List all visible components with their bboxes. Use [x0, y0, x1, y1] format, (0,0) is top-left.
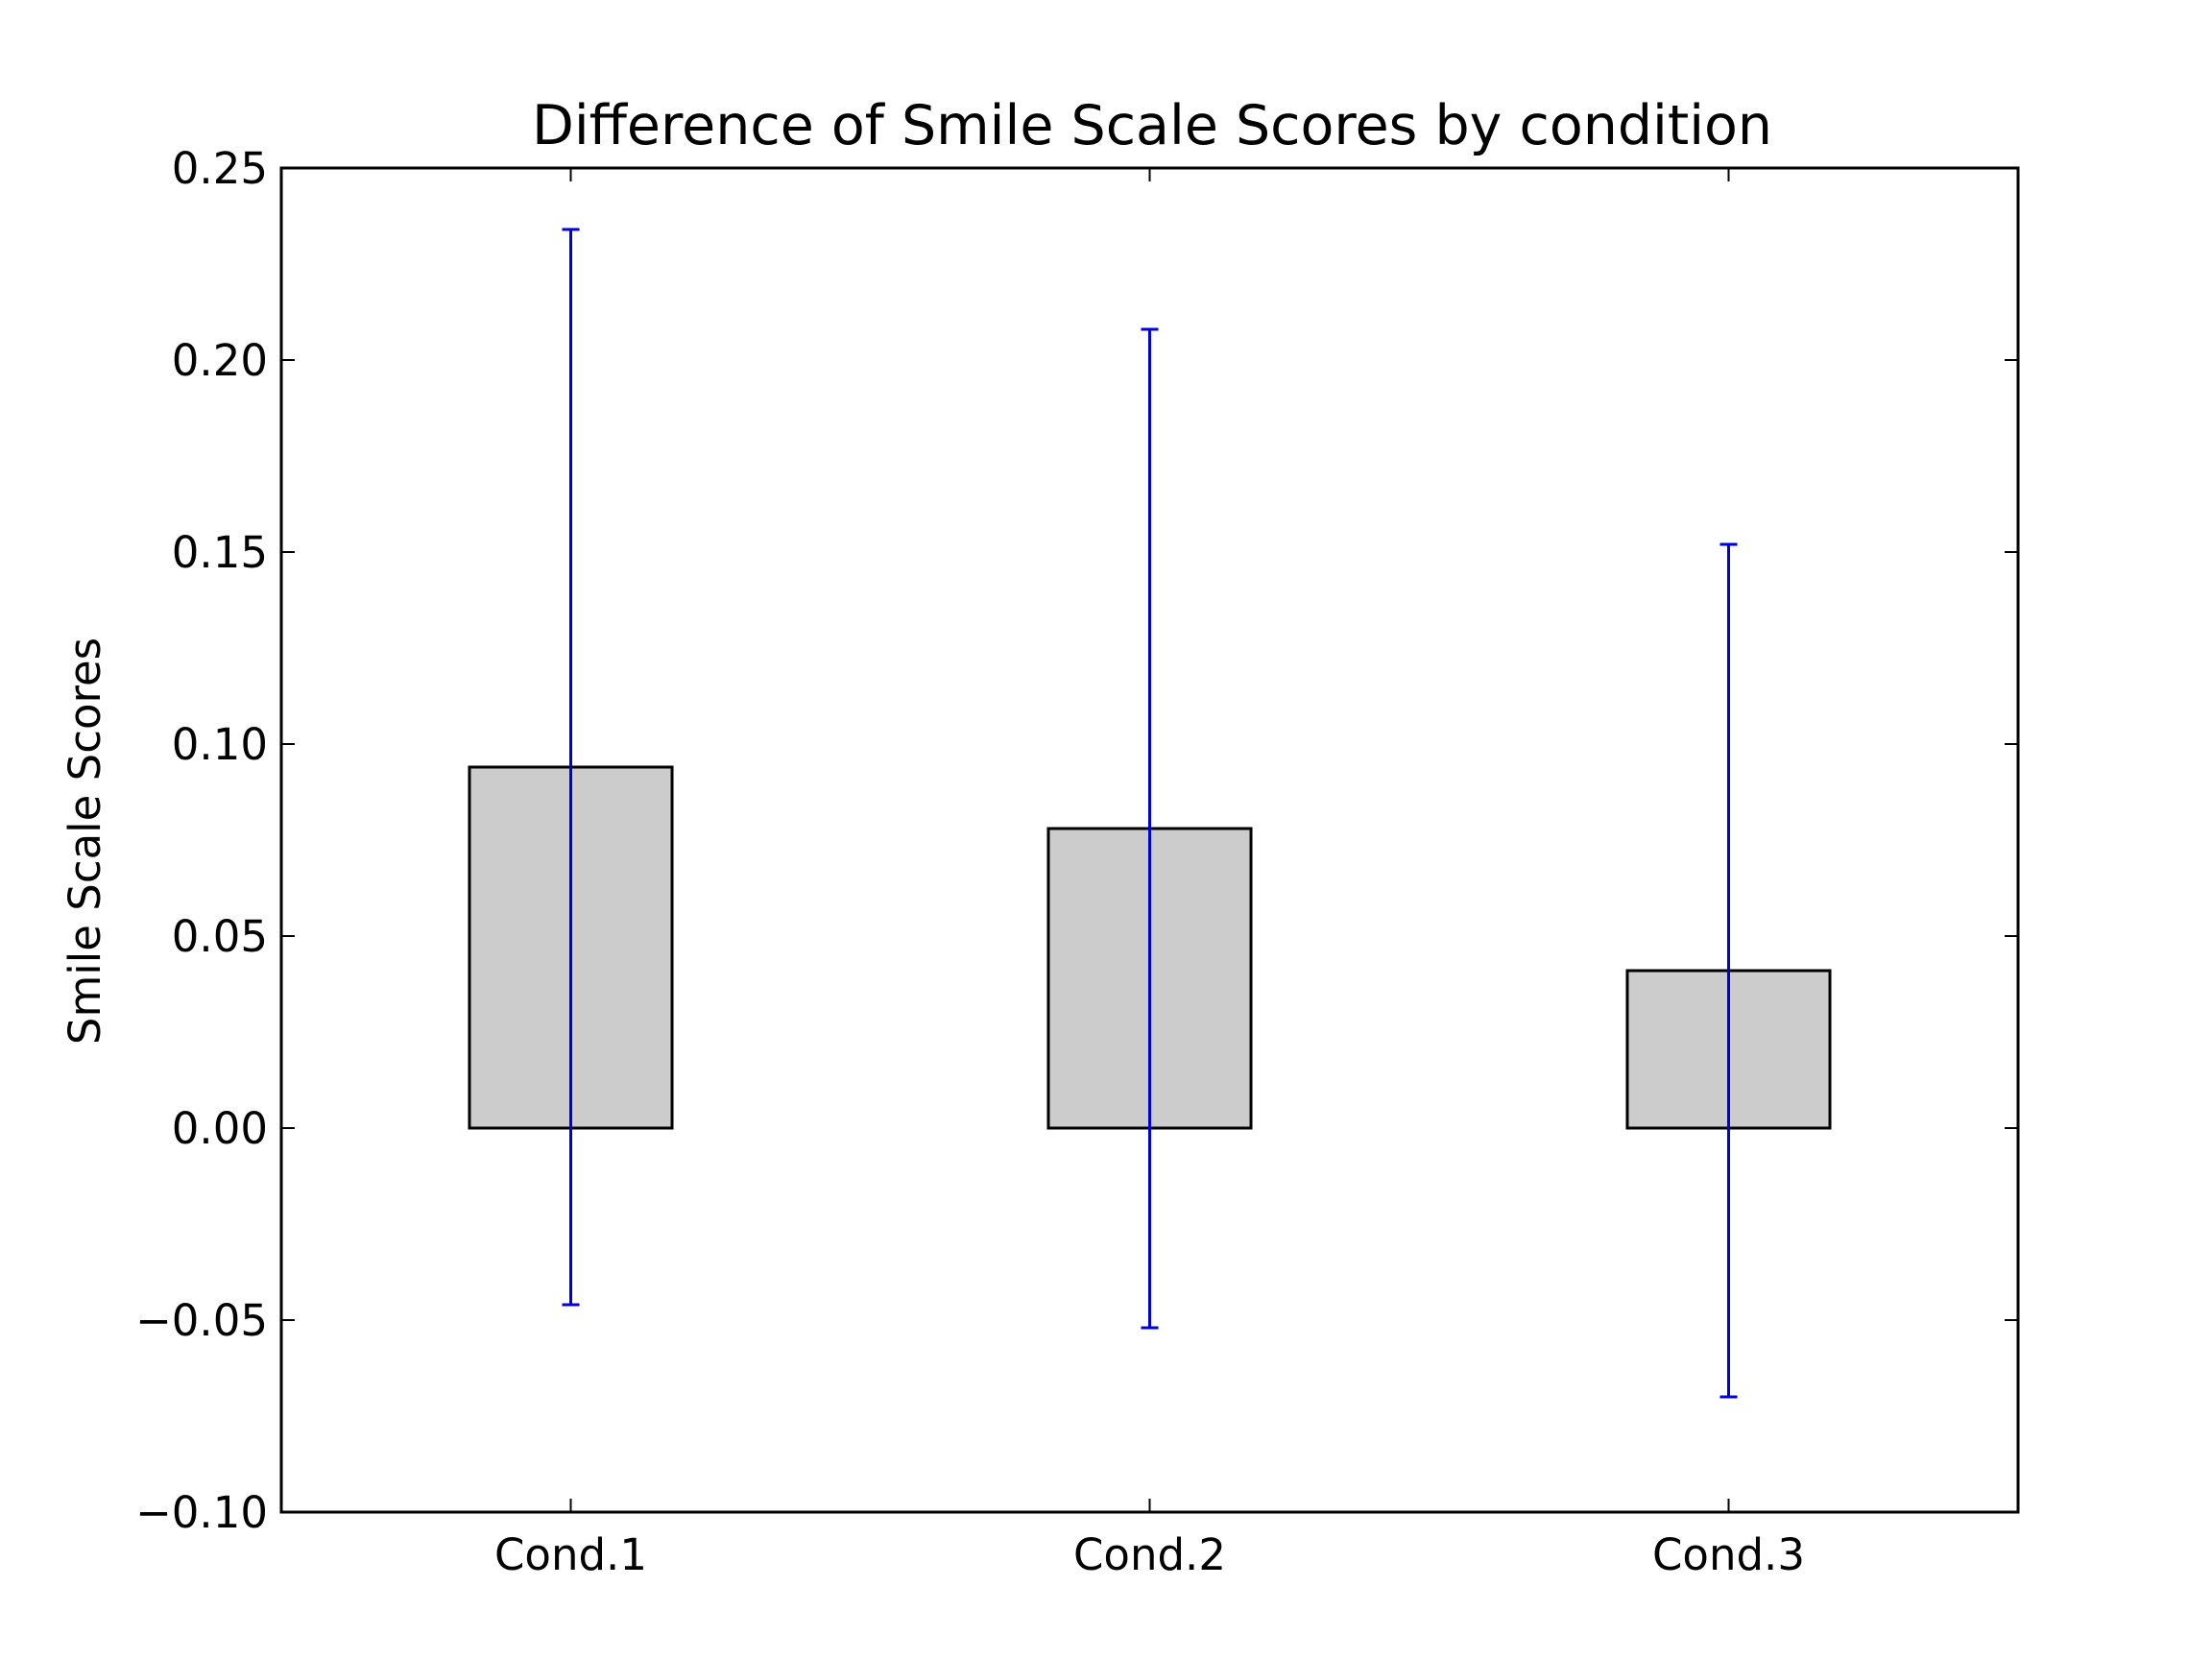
plot-frame — [279, 166, 2020, 1514]
chart-title: Difference of Smile Scale Scores by cond… — [532, 94, 1772, 157]
y-tick-label: 0.20 — [172, 335, 268, 386]
y-tick-label: 0.25 — [172, 143, 268, 194]
y-tick-label: 0.05 — [172, 911, 268, 962]
plot-area: −0.10 −0.05 0.00 0.05 0.10 0.15 0.20 0.25 Cond.1… — [135, 143, 2020, 1580]
y-tick-label: 0.00 — [172, 1103, 268, 1154]
y-axis-label: Smile Scale Scores — [60, 637, 110, 1045]
x-tick-label: Cond.2 — [1073, 1529, 1226, 1580]
y-tick-label: −0.05 — [135, 1295, 268, 1346]
x-tick-label: Cond.3 — [1652, 1529, 1805, 1580]
x-tick-label: Cond.1 — [494, 1529, 647, 1580]
y-tick-label: 0.15 — [172, 527, 268, 578]
y-tick-label: −0.10 — [135, 1487, 268, 1538]
y-tick-label: 0.10 — [172, 719, 268, 770]
